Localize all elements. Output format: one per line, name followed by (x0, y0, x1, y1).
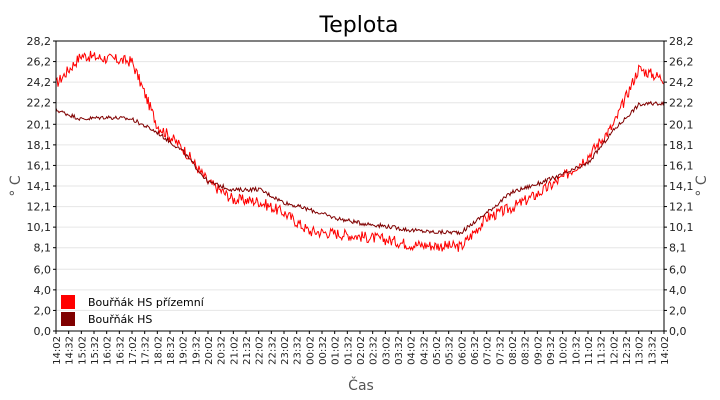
y-tick-label-left: 8,1 (34, 242, 52, 255)
x-tick-label: 17:32 (141, 336, 152, 365)
legend-swatch (61, 312, 75, 326)
y-tick-label-left: 10,1 (27, 221, 52, 234)
x-tick-label: 16:02 (103, 336, 114, 365)
x-tick-label: 15:02 (77, 336, 88, 365)
x-tick-label: 15:32 (90, 336, 101, 365)
x-tick-label: 22:02 (255, 336, 266, 365)
x-tick-label: 11:02 (584, 336, 595, 365)
legend-label: Bouřňák HS přízemní (88, 296, 205, 309)
x-tick-label: 05:02 (432, 336, 443, 365)
y-ticks: 0,0 0,0 2,0 2,0 4,0 4,0 6,0 6,0 8,1 8,1 10,1 10,1 12… (27, 35, 694, 338)
x-tick-label: 22:32 (267, 336, 278, 365)
x-ticks: 14:02 14:32 15:02 15:32 16:02 16:32 17:02 17:32… (52, 331, 671, 365)
series-layer (55, 50, 665, 252)
y-axis-label-right: ° C (694, 175, 710, 196)
x-tick-label: 04:32 (419, 336, 430, 365)
y-tick-label-left: 20,1 (27, 118, 52, 131)
x-tick-label: 14:32 (65, 336, 76, 365)
x-tick-label: 04:02 (407, 336, 418, 365)
x-tick-label: 03:02 (381, 336, 392, 365)
y-tick-label-left: 14,1 (27, 180, 52, 193)
y-tick-label-right: 16,1 (669, 159, 694, 172)
y-tick-label-right: 18,1 (669, 139, 694, 152)
grid (56, 40, 664, 332)
x-tick-label: 09:32 (546, 336, 557, 365)
x-tick-label: 19:32 (191, 336, 202, 365)
x-tick-label: 02:02 (356, 336, 367, 365)
x-tick-label: 21:02 (229, 336, 240, 365)
x-tick-label: 23:32 (293, 336, 304, 365)
series-line (55, 50, 665, 252)
x-tick-label: 06:02 (457, 336, 468, 365)
x-tick-label: 19:02 (179, 336, 190, 365)
x-tick-label: 12:02 (609, 336, 620, 365)
x-tick-label: 08:32 (521, 336, 532, 365)
y-tick-label-right: 0,0 (669, 325, 687, 338)
x-tick-label: 07:32 (495, 336, 506, 365)
x-tick-label: 10:02 (559, 336, 570, 365)
x-tick-label: 21:32 (242, 336, 253, 365)
x-tick-label: 14:02 (660, 336, 671, 365)
x-tick-label: 03:32 (394, 336, 405, 365)
x-tick-label: 18:32 (166, 336, 177, 365)
y-tick-label-left: 22,2 (27, 97, 52, 110)
x-tick-label: 09:02 (533, 336, 544, 365)
x-tick-label: 00:02 (305, 336, 316, 365)
x-tick-label: 05:32 (445, 336, 456, 365)
x-tick-label: 12:32 (622, 336, 633, 365)
y-tick-label-right: 2,0 (669, 304, 687, 317)
y-tick-label-left: 28,2 (27, 35, 52, 48)
y-tick-label-right: 12,1 (669, 201, 694, 214)
y-tick-label-right: 24,2 (669, 76, 694, 89)
y-tick-label-right: 6,0 (669, 263, 687, 276)
y-tick-label-left: 4,0 (34, 284, 52, 297)
chart-title: Teplota (319, 13, 399, 38)
y-tick-label-right: 28,2 (669, 35, 694, 48)
y-tick-label-left: 6,0 (34, 263, 52, 276)
y-tick-label-left: 26,2 (27, 56, 52, 69)
x-tick-label: 08:02 (508, 336, 519, 365)
y-tick-label-right: 22,2 (669, 97, 694, 110)
x-tick-label: 13:32 (647, 336, 658, 365)
x-tick-label: 02:32 (369, 336, 380, 365)
x-tick-label: 17:02 (128, 336, 139, 365)
y-tick-label-left: 0,0 (34, 325, 52, 338)
y-tick-label-left: 12,1 (27, 201, 52, 214)
x-tick-label: 23:02 (280, 336, 291, 365)
legend-swatch (61, 295, 75, 309)
x-tick-label: 10:32 (571, 336, 582, 365)
y-tick-label-left: 2,0 (34, 304, 52, 317)
y-tick-label-left: 18,1 (27, 139, 52, 152)
x-tick-label: 01:02 (331, 336, 342, 365)
y-tick-label-right: 26,2 (669, 56, 694, 69)
x-tick-label: 20:02 (204, 336, 215, 365)
x-tick-label: 16:32 (115, 336, 126, 365)
x-tick-label: 14:02 (52, 336, 63, 365)
x-tick-label: 18:02 (153, 336, 164, 365)
x-tick-label: 06:32 (470, 336, 481, 365)
y-tick-label-right: 4,0 (669, 284, 687, 297)
x-tick-label: 20:32 (217, 336, 228, 365)
y-tick-label-left: 24,2 (27, 76, 52, 89)
x-tick-label: 13:02 (635, 336, 646, 365)
legend-label: Bouřňák HS (88, 313, 152, 326)
y-tick-label-right: 8,1 (669, 242, 687, 255)
x-axis-label: Čas (348, 376, 374, 394)
y-tick-label-right: 10,1 (669, 221, 694, 234)
x-tick-label: 07:02 (483, 336, 494, 365)
y-tick-label-left: 16,1 (27, 159, 52, 172)
x-tick-label: 11:32 (597, 336, 608, 365)
y-tick-label-right: 20,1 (669, 118, 694, 131)
x-tick-label: 00:32 (318, 336, 329, 365)
x-tick-label: 01:32 (343, 336, 354, 365)
legend: Bouřňák HS přízemní Bouřňák HS (61, 295, 205, 326)
series-line (55, 100, 665, 236)
y-axis-label-left: ° C (8, 175, 24, 196)
y-tick-label-right: 14,1 (669, 180, 694, 193)
